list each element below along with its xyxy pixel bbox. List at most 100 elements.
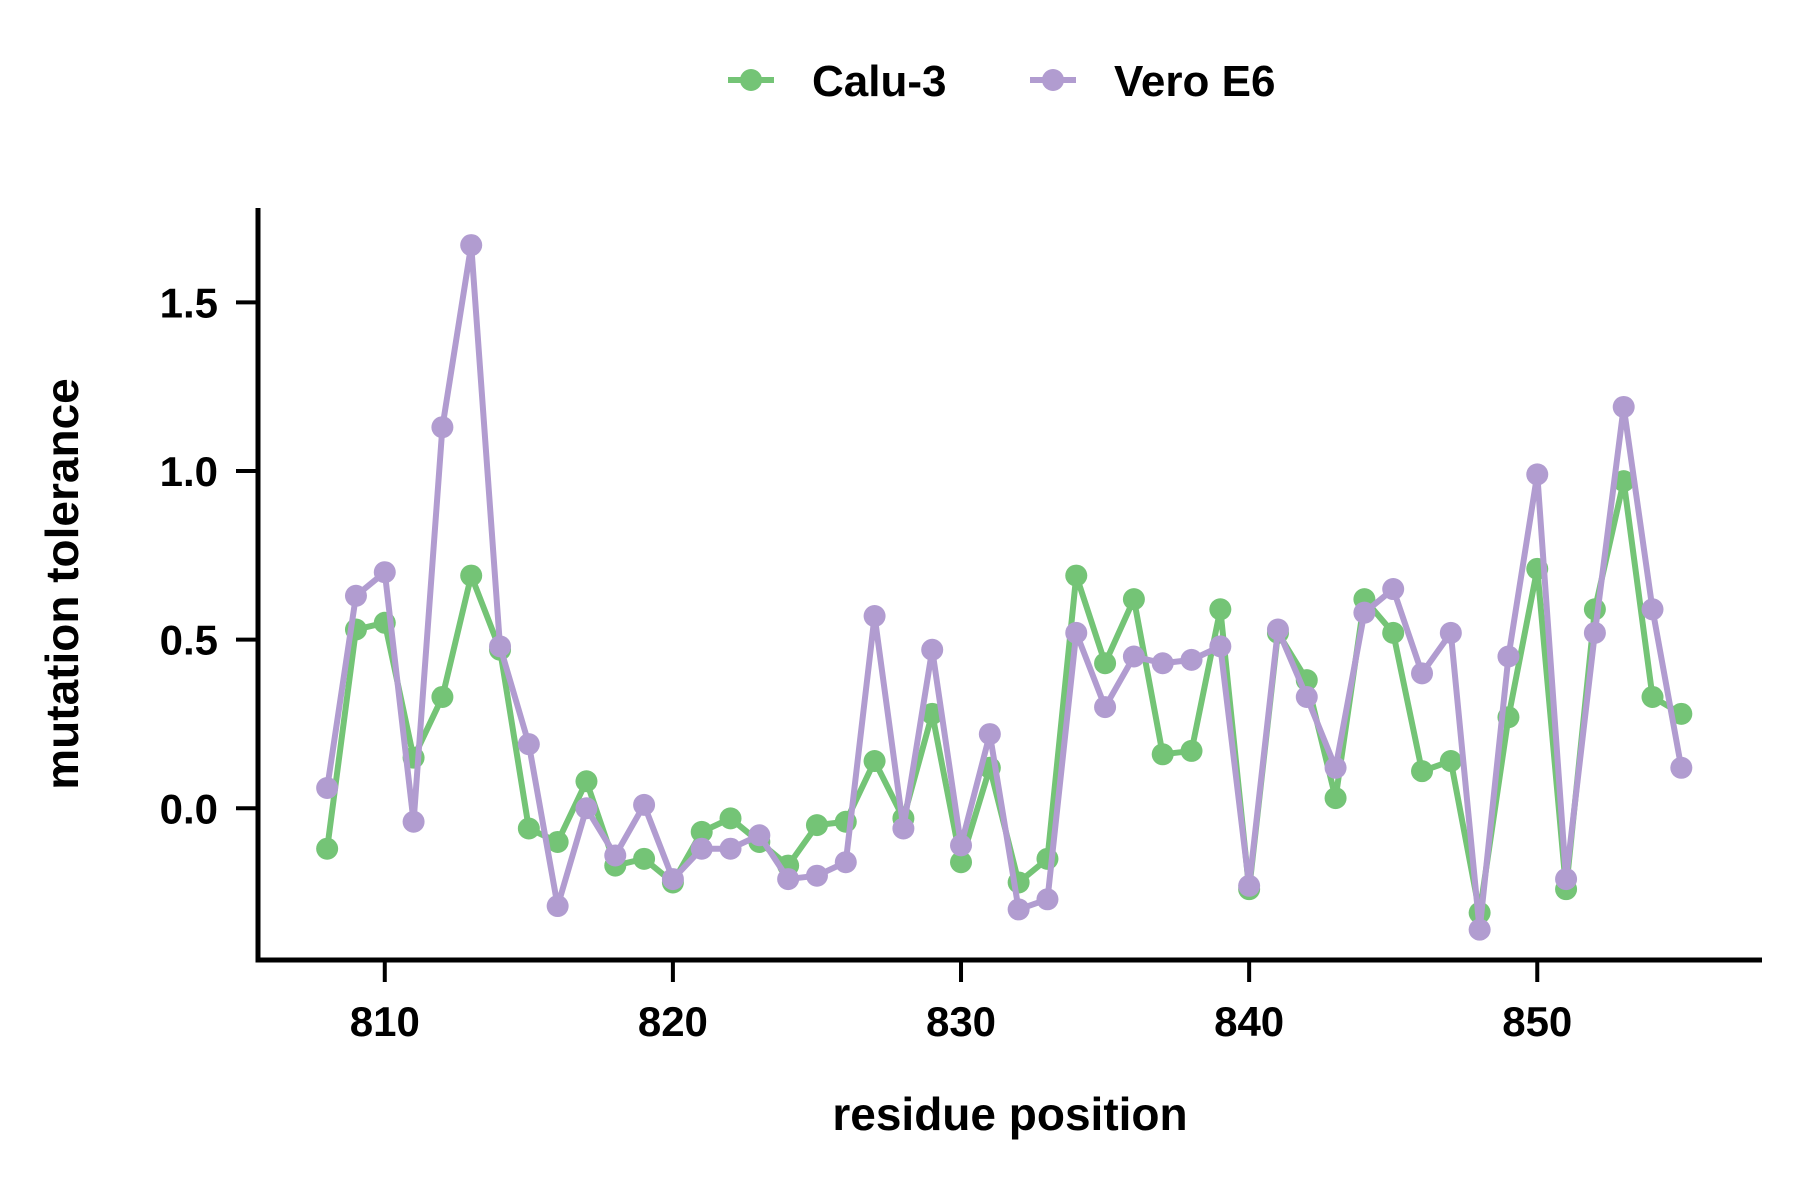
data-point <box>805 814 828 837</box>
data-point <box>1266 618 1289 641</box>
data-point <box>517 817 540 840</box>
data-point <box>633 847 656 870</box>
data-point <box>719 807 742 830</box>
data-point <box>1670 756 1693 779</box>
data-point <box>489 635 512 658</box>
data-point <box>748 824 771 847</box>
data-point <box>1036 888 1059 911</box>
data-point <box>1439 750 1462 773</box>
series-line <box>324 478 1685 916</box>
data-point <box>1382 621 1405 644</box>
data-point <box>978 723 1001 746</box>
data-point <box>834 851 857 874</box>
data-point <box>575 770 598 793</box>
y-tick-label: 0.0 <box>160 785 218 832</box>
data-point <box>1122 645 1145 668</box>
data-point <box>1238 874 1261 897</box>
x-tick-label: 830 <box>926 998 996 1045</box>
data-point <box>1007 898 1030 921</box>
data-point <box>1180 739 1203 762</box>
x-ticks: 810 820 830 840 850 <box>350 960 1572 1045</box>
data-point <box>950 834 973 857</box>
data-point <box>575 797 598 820</box>
data-point <box>1180 648 1203 671</box>
data-point <box>777 868 800 891</box>
data-point <box>1612 395 1635 418</box>
data-point <box>1411 760 1434 783</box>
data-point <box>1583 621 1606 644</box>
data-point <box>517 733 540 756</box>
data-point <box>1641 685 1664 708</box>
legend-item: Vero E6 <box>1030 57 1275 106</box>
data-point <box>1065 621 1088 644</box>
data-point <box>344 584 367 607</box>
data-point <box>1151 743 1174 766</box>
plot-area <box>316 234 1693 941</box>
y-tick-label: 0.5 <box>160 617 218 664</box>
data-point <box>950 851 973 874</box>
data-point <box>1295 685 1318 708</box>
x-tick-label: 840 <box>1214 998 1284 1045</box>
data-point <box>1382 578 1405 601</box>
x-tick-label: 810 <box>350 998 420 1045</box>
data-point <box>1209 598 1232 621</box>
data-point <box>431 685 454 708</box>
data-point <box>1468 918 1491 941</box>
data-point <box>1555 868 1578 891</box>
data-point <box>719 837 742 860</box>
data-point <box>1324 756 1347 779</box>
data-point <box>921 638 944 661</box>
axes: 810 820 830 840 850 0.0 0.5 1.0 1.5 residue pos… <box>36 208 1762 1140</box>
data-point <box>661 868 684 891</box>
y-ticks: 0.0 0.5 1.0 1.5 <box>160 279 258 832</box>
data-point <box>1122 588 1145 611</box>
data-point <box>1209 635 1232 658</box>
data-point <box>633 793 656 816</box>
y-tick-label: 1.5 <box>160 279 218 326</box>
series-line <box>324 242 1685 933</box>
legend-swatch-marker <box>1042 69 1064 91</box>
legend-swatch-marker <box>740 69 762 91</box>
data-point <box>402 810 425 833</box>
data-point <box>1151 652 1174 675</box>
data-point <box>460 564 483 587</box>
data-point <box>863 605 886 628</box>
data-point <box>431 416 454 439</box>
data-point <box>1526 463 1549 486</box>
data-point <box>316 837 339 860</box>
data-point <box>1094 652 1117 675</box>
data-point <box>805 864 828 887</box>
data-point <box>604 844 627 867</box>
data-point <box>460 234 483 257</box>
data-point <box>690 820 713 843</box>
data-point <box>1612 470 1635 493</box>
data-point <box>1439 621 1462 644</box>
x-tick-label: 820 <box>638 998 708 1045</box>
data-point <box>1353 601 1376 624</box>
data-point <box>546 830 569 853</box>
data-point <box>863 750 886 773</box>
data-point <box>373 561 396 584</box>
data-point <box>1324 787 1347 810</box>
legend-label: Vero E6 <box>1114 57 1275 106</box>
legend-label: Calu-3 <box>812 57 946 106</box>
x-axis-title: residue position <box>832 1088 1187 1140</box>
y-axis-title: mutation tolerance <box>36 378 88 790</box>
legend-item: Calu-3 <box>728 57 946 106</box>
data-point <box>1094 696 1117 719</box>
series-vero-e6 <box>316 234 1693 941</box>
data-point <box>546 895 569 918</box>
legend: Calu-3 Vero E6 <box>728 57 1275 106</box>
data-point <box>1497 645 1520 668</box>
data-point <box>1641 598 1664 621</box>
data-point <box>1065 564 1088 587</box>
data-point <box>1670 702 1693 725</box>
x-tick-label: 850 <box>1502 998 1572 1045</box>
data-point <box>690 837 713 860</box>
data-point <box>921 702 944 725</box>
data-point <box>316 777 339 800</box>
data-point <box>892 817 915 840</box>
y-tick-label: 1.0 <box>160 448 218 495</box>
